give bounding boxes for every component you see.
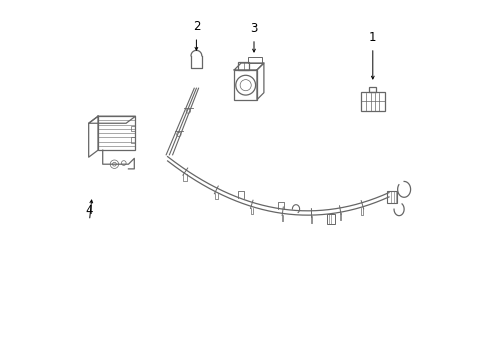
Text: 2: 2: [193, 21, 200, 33]
Text: 1: 1: [369, 31, 376, 44]
Text: 4: 4: [86, 204, 93, 217]
Bar: [248, 57, 262, 63]
Bar: [131, 126, 135, 131]
Bar: [327, 214, 335, 224]
Bar: [238, 62, 249, 70]
Bar: [369, 86, 376, 93]
Text: 3: 3: [250, 22, 258, 35]
Bar: [98, 116, 135, 150]
Bar: [234, 70, 257, 100]
Bar: [387, 191, 397, 203]
Bar: [131, 138, 135, 143]
Bar: [361, 93, 385, 112]
